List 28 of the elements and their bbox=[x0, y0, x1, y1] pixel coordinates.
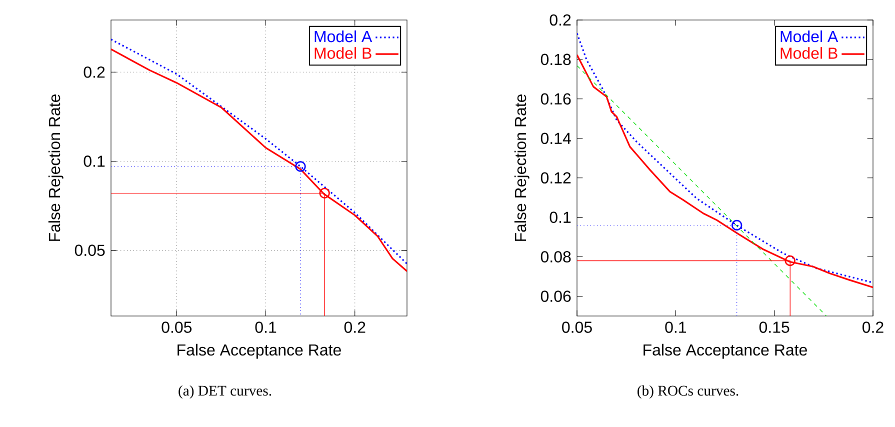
y-tick-label: 0.14 bbox=[540, 132, 571, 144]
y-tick-label: 0.2 bbox=[84, 66, 105, 78]
y-tick-label: 0.18 bbox=[540, 54, 571, 66]
x-axis-title: False Acceptance Rate bbox=[178, 344, 341, 359]
legend-label: Model A bbox=[314, 30, 372, 42]
y-axis-title: False Rejection Rate bbox=[514, 94, 530, 241]
y-tick-label: 0.1 bbox=[550, 212, 571, 223]
x-tick-label: 0.1 bbox=[665, 322, 686, 333]
y-axis-title: False Rejection Rate bbox=[48, 94, 64, 241]
x-tick-label: 0.05 bbox=[562, 322, 592, 333]
x-tick-label: 0.2 bbox=[862, 322, 884, 333]
y-tick-label: 0.12 bbox=[540, 172, 571, 184]
y-tick-label: 0.05 bbox=[74, 244, 105, 256]
text: (a) DET curves. bbox=[178, 385, 272, 399]
y-tick-label: 0.06 bbox=[540, 290, 571, 302]
y-tick-label: 0.16 bbox=[540, 93, 571, 105]
text: (b) ROCs curves. bbox=[638, 385, 738, 399]
x-tick-label: 0.05 bbox=[162, 322, 192, 333]
x-tick-label: 0.2 bbox=[344, 322, 366, 333]
y-tick-label: 0.1 bbox=[84, 156, 105, 167]
legend-label: Model B bbox=[780, 47, 838, 59]
x-tick-label: 0.1 bbox=[255, 322, 276, 333]
x-axis-title: False Acceptance Rate bbox=[644, 344, 807, 359]
x-tick-label: 0.15 bbox=[759, 322, 790, 333]
legend-label: Model A bbox=[780, 30, 838, 42]
y-tick-label: 0.08 bbox=[540, 251, 571, 262]
y-tick-label: 0.2 bbox=[550, 14, 571, 26]
legend-label: Model B bbox=[314, 47, 372, 59]
